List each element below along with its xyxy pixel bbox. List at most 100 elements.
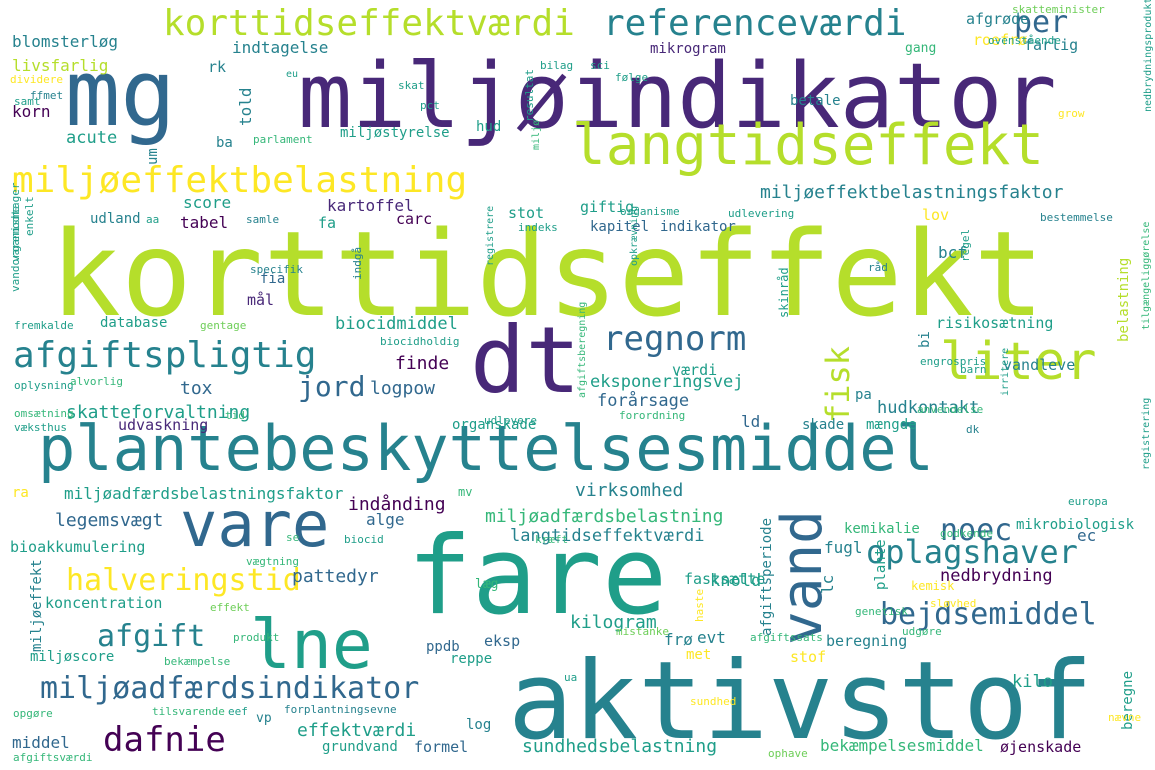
word-foelge: følge xyxy=(615,71,649,84)
word-bekaempelsesmiddel: bekæmpelsesmiddel xyxy=(820,736,984,755)
word-enkelt: enkelt xyxy=(23,196,36,236)
word-barn: barn xyxy=(960,363,987,376)
word-genetisk: genetisk xyxy=(855,605,908,618)
word-opkraevning: opkrævning xyxy=(629,205,640,266)
word-skat: skat xyxy=(398,79,425,92)
word-bi: bi xyxy=(917,331,933,348)
word-ma-l: mål xyxy=(247,291,275,309)
word-nedbrydning: nedbrydning xyxy=(940,566,1053,586)
word-eu: eu xyxy=(286,69,299,80)
word-afgroede: afgrøde xyxy=(966,10,1030,28)
word-engrospris: engrospris xyxy=(920,355,987,368)
word-mikrobiologisk: mikrobiologisk xyxy=(1016,517,1135,533)
word-score: score xyxy=(183,193,232,212)
word-kapitel: kapitel xyxy=(590,219,650,235)
word-afgiftspligtig: afgiftspligtig xyxy=(13,335,317,376)
word-afgiftsberegning: afgiftsberegning xyxy=(577,301,588,398)
word-udgoere: udgøre xyxy=(902,625,942,638)
word-mv: mv xyxy=(458,485,473,499)
word-giftig: giftig xyxy=(580,198,635,216)
word-samle: samle xyxy=(246,213,280,226)
word-varemodtager: varemodtager xyxy=(9,182,22,262)
word-met: met xyxy=(686,647,712,663)
word-legemsvaegt: legemsvægt xyxy=(55,510,164,531)
word-bioakkumulering: bioakkumulering xyxy=(10,538,146,556)
word-grow: grow xyxy=(1058,107,1085,120)
word-langtidseffektvaerdi: langtidseffektværdi xyxy=(510,526,705,546)
word-plantebeskyttelsesmiddel: plantebeskyttelsesmiddel xyxy=(38,412,934,485)
word-nedbrydningsprodukt: nedbrydningsprodukt xyxy=(1143,0,1154,112)
word-sundhedsbelastning: sundhedsbelastning xyxy=(522,736,718,757)
word-skade: skade xyxy=(802,417,845,433)
word-pa: pa xyxy=(855,387,872,403)
word-kemisk: kemisk xyxy=(911,579,955,593)
word-indikator: indikator xyxy=(660,219,736,235)
word-ovensta-ende: ovenstående xyxy=(988,34,1061,47)
word-miljoeadfaerdsbelastningsfaktor: miljøadfærdsbelastningsfaktor xyxy=(64,484,344,503)
word-afgiftsperiode: afgiftsperiode xyxy=(759,517,775,636)
word-vandleve: vandleve xyxy=(1003,356,1076,374)
word-specifik: specifik xyxy=(250,263,303,276)
word-referencevaerdi: referenceværdi xyxy=(603,3,907,44)
word-samt: samt xyxy=(14,95,41,108)
word-pattedyr: pattedyr xyxy=(292,566,379,587)
word-udlevering: udlevering xyxy=(728,207,795,220)
word-tilsvarende: tilsvarende xyxy=(152,705,225,718)
word-vare: vare xyxy=(180,488,330,561)
word-mikrogram: mikrogram xyxy=(650,41,726,57)
word-dk: dk xyxy=(966,423,980,436)
word-indga: indgå xyxy=(351,246,364,280)
word-dafnie: dafnie xyxy=(103,720,226,760)
word-ua: ua xyxy=(564,671,578,684)
word-stof: stof xyxy=(790,648,827,666)
word-koncentration: koncentration xyxy=(45,594,163,612)
word-grundvand: grundvand xyxy=(322,739,398,755)
word-knold: knold xyxy=(710,571,762,591)
word-fisk: fisk xyxy=(819,345,857,423)
word-miljoeadfaerdsindikator: miljøadfærdsindikator xyxy=(40,671,420,706)
word-biocidholdig: biocidholdig xyxy=(380,335,460,348)
word-registrering: registrering xyxy=(1141,397,1152,470)
word-vaegtning: vægtning xyxy=(246,555,299,568)
word-bejdsemiddel: bejdsemiddel xyxy=(880,597,1097,632)
word-log: log xyxy=(466,717,492,733)
word-organisme: organisme xyxy=(620,205,680,218)
word-vp: vp xyxy=(256,711,272,726)
word-fugl: fugl xyxy=(824,538,863,557)
word-tox: tox xyxy=(180,378,213,399)
word-afgiftsvaerdi: afgiftsværdi xyxy=(13,751,93,764)
word-betale: betale xyxy=(790,93,841,109)
word-eksp: eksp xyxy=(484,632,521,650)
word-tabel: tabel xyxy=(180,213,229,232)
word-formel: formel xyxy=(414,738,469,756)
word-lc: lc xyxy=(818,574,837,594)
word-tid: tid xyxy=(225,409,245,422)
word-oejenskade: øjenskade xyxy=(1000,738,1082,756)
word-produkt: produkt xyxy=(233,631,280,644)
word-per: per xyxy=(1014,5,1069,40)
word-ppdb: ppdb xyxy=(426,639,460,655)
word-ld: ld xyxy=(741,412,761,431)
word-hud: hud xyxy=(476,119,502,135)
word-alvorlig: alvorlig xyxy=(70,375,123,388)
word-gang: gang xyxy=(905,41,937,56)
word-indeks: indeks xyxy=(518,221,558,234)
word-bekaempelse: bekæmpelse xyxy=(164,655,231,668)
word-korttidseffekt: korttidseffekt xyxy=(50,205,1045,343)
word-korttidseffektvaerdi: korttidseffektværdi xyxy=(163,3,575,44)
word-inda-nding: indånding xyxy=(348,494,446,515)
word-afgift: afgift xyxy=(97,619,206,654)
word-risikosaetning: risikosætning xyxy=(936,314,1054,332)
word-oplagshaver: oplagshaver xyxy=(866,533,1078,571)
word-sci: sci xyxy=(590,59,610,72)
word-bestemmelse: bestemmelse xyxy=(1040,211,1113,224)
word-resultat: resultat xyxy=(523,69,536,122)
word-roefroe: roefrø xyxy=(973,31,1028,49)
word-carc: carc xyxy=(396,210,433,228)
word-effekt: effekt xyxy=(210,601,250,614)
word-haste: haste xyxy=(693,588,706,622)
word-forplantningsevne: forplantningsevne xyxy=(284,703,397,716)
word-livsfarlig: livsfarlig xyxy=(12,56,109,75)
word-blomsterloeg: blomsterløg xyxy=(12,32,118,51)
word-lne: lne xyxy=(250,606,373,685)
